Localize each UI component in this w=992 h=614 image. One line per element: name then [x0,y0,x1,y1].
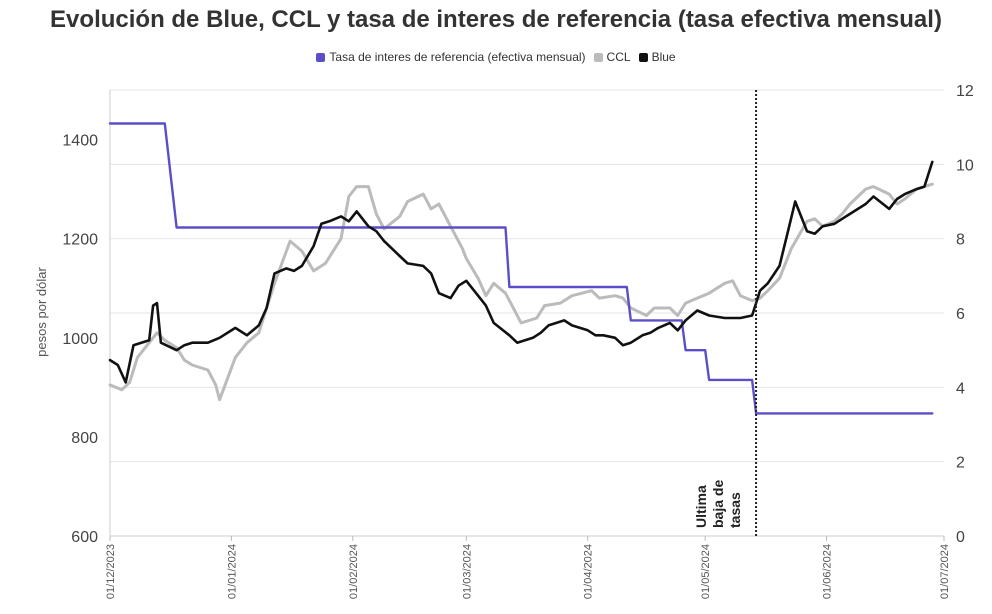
x-tick-label: 01/05/2024 [700,544,712,599]
y-axis-left: 600 800 1000 1200 1400 [62,133,98,546]
series-line-blue [108,160,934,384]
chart-title: Evolución de Blue, CCL y tasa de interes… [50,6,942,33]
y2-tick-label: 2 [956,455,965,472]
x-axis: 01/12/2023 01/01/2024 01/02/2024 01/03/2024… [105,536,951,599]
legend-swatch-tasa [316,52,326,62]
y2-tick-label: 10 [956,157,974,174]
y-tick-label: 600 [71,529,98,546]
x-tick-label: 01/02/2024 [348,544,360,599]
legend-item-ccl[interactable]: CCL [593,50,631,64]
grid [109,89,944,537]
y2-tick-label: 6 [956,306,965,323]
y2-tick-label: 8 [956,232,965,249]
legend-label-blue: Blue [651,50,676,64]
annotation: Ultima baja de tasas [693,90,758,536]
x-tick-label: 01/04/2024 [583,544,595,599]
series-line-ccl [108,182,934,402]
legend-item-tasa[interactable]: Tasa de interes de referencia (efectiva … [316,50,586,64]
legend: Tasa de interes de referencia (efectiva … [0,50,992,64]
x-tick-label: 01/07/2024 [939,544,951,599]
annotation-text: baja de [710,480,726,528]
legend-label-tasa: Tasa de interes de referencia (efectiva … [329,50,586,64]
y2-tick-label: 0 [956,529,965,546]
x-tick-label: 01/12/2023 [105,544,117,599]
y-tick-label: 1200 [62,232,98,249]
annotation-text: tasas [727,492,743,528]
y-tick-label: 800 [71,430,98,447]
y-axis-right: 0 2 4 6 8 10 12 [956,83,974,546]
y-tick-label: 1000 [62,331,98,348]
legend-swatch-ccl [593,52,603,62]
legend-swatch-blue [638,52,648,62]
x-tick-label: 01/01/2024 [226,544,238,599]
series-lines [108,122,934,415]
y2-tick-label: 4 [956,380,965,397]
legend-label-ccl: CCL [606,50,631,64]
x-tick-label: 01/03/2024 [461,544,473,599]
y2-tick-label: 12 [956,83,974,100]
y-axis-label: pesos por dólar [34,267,49,357]
series-line-tasa [108,122,934,415]
legend-item-blue[interactable]: Blue [638,50,676,64]
annotation-text: Ultima [693,485,709,528]
x-tick-label: 01/06/2024 [822,544,834,599]
y-tick-label: 1400 [62,133,98,150]
